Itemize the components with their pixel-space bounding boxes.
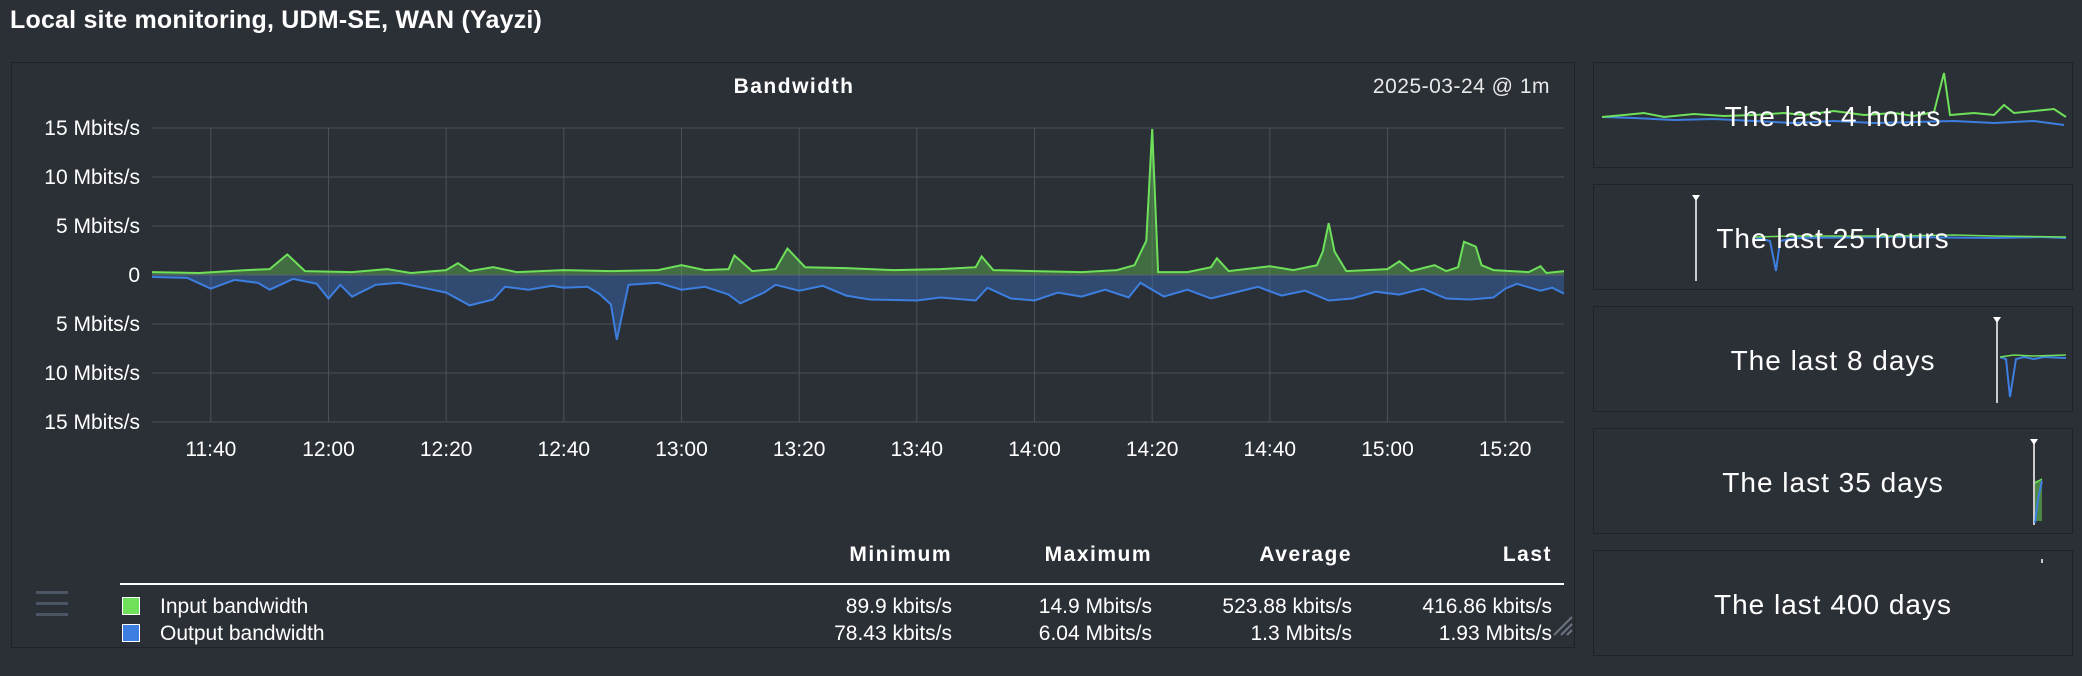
x-tick-label: 14:20 bbox=[1126, 438, 1179, 461]
legend-divider bbox=[120, 583, 1564, 585]
x-tick-label: 12:40 bbox=[538, 438, 591, 461]
x-tick-label: 13:40 bbox=[891, 438, 944, 461]
x-tick-label: 13:00 bbox=[655, 438, 708, 461]
thumbnail-label: The last 400 days bbox=[1713, 589, 1953, 620]
legend-header-average: Average bbox=[1259, 543, 1352, 566]
series-area-input bbox=[152, 129, 1564, 275]
page-title: Local site monitoring, UDM-SE, WAN (Yayz… bbox=[10, 6, 543, 34]
legend-series-name: Input bandwidth bbox=[160, 595, 309, 618]
chart-timestamp: 2025-03-24 @ 1m bbox=[1372, 75, 1550, 98]
series-area-output bbox=[152, 275, 1564, 340]
y-tick-label: 15 Mbits/s bbox=[44, 411, 140, 434]
thumbnail-sparkline bbox=[1993, 317, 2067, 403]
thumbnail-sparkline bbox=[2030, 439, 2043, 525]
x-tick-label: 11:40 bbox=[185, 438, 236, 461]
legend-cell-avg: 523.88 kbits/s bbox=[1222, 595, 1352, 618]
thumbnail-35-days[interactable]: The last 35 days bbox=[1593, 428, 2073, 534]
legend-header-maximum: Maximum bbox=[1044, 543, 1152, 566]
legend-cell-last: 1.93 Mbits/s bbox=[1438, 622, 1552, 645]
legend-header-last: Last bbox=[1502, 543, 1552, 566]
series-line-input bbox=[151, 128, 1565, 275]
output-color-swatch bbox=[122, 624, 140, 642]
x-tick-label: 14:00 bbox=[1008, 438, 1061, 461]
legend-series-name: Output bandwidth bbox=[160, 622, 325, 645]
legend-cell-last: 416.86 kbits/s bbox=[1422, 595, 1552, 618]
input-color-swatch bbox=[122, 597, 140, 615]
x-tick-label: 14:40 bbox=[1244, 438, 1297, 461]
y-tick-label: 0 bbox=[128, 264, 140, 287]
legend-header-minimum: Minimum bbox=[849, 543, 952, 566]
x-tick-label: 12:20 bbox=[420, 438, 473, 461]
x-tick-label: 13:20 bbox=[773, 438, 826, 461]
legend-cell-min: 89.9 kbits/s bbox=[845, 595, 952, 618]
thumbnail-sparkline bbox=[1692, 195, 2067, 281]
y-tick-label: 15 Mbits/s bbox=[44, 117, 140, 140]
legend-cell-min: 78.43 kbits/s bbox=[834, 622, 952, 645]
legend-cell-max: 6.04 Mbits/s bbox=[1038, 622, 1152, 645]
y-tick-label: 10 Mbits/s bbox=[44, 166, 140, 189]
resize-handle-icon[interactable] bbox=[1552, 615, 1574, 637]
thumbnail-sparkline bbox=[2041, 559, 2043, 563]
thumbnail-25-hours[interactable]: The last 25 hours bbox=[1593, 184, 2073, 290]
series-line-output bbox=[151, 276, 1565, 340]
chart-title: Bandwidth bbox=[733, 75, 855, 98]
bandwidth-chart: 15 Mbits/s 10 Mbits/s 5 Mbits/s 0 5 Mbits/s 1… bbox=[44, 117, 1565, 461]
thumbnail-4-hours[interactable]: The last 4 hours bbox=[1593, 62, 2073, 168]
legend-table: Minimum Maximum Average Last bbox=[12, 533, 1576, 649]
x-tick-label: 15:00 bbox=[1361, 438, 1414, 461]
thumbnail-400-days[interactable]: The last 400 days bbox=[1593, 550, 2073, 656]
y-tick-label: 10 Mbits/s bbox=[44, 362, 140, 385]
legend-row-input[interactable]: Input bandwidth 89.9 kbits/s 14.9 Mbits/… bbox=[12, 595, 1576, 621]
thumbnail-sparkline bbox=[1601, 72, 2067, 126]
y-tick-label: 5 Mbits/s bbox=[56, 215, 140, 238]
hamburger-menu-icon[interactable] bbox=[36, 591, 68, 619]
legend-row-output[interactable]: Output bandwidth 78.43 kbits/s 6.04 Mbit… bbox=[12, 622, 1576, 648]
y-tick-label: 5 Mbits/s bbox=[56, 313, 140, 336]
thumbnail-label: The last 8 days bbox=[1730, 345, 1936, 376]
thumbnail-8-days[interactable]: The last 8 days bbox=[1593, 306, 2073, 412]
x-tick-label: 12:00 bbox=[302, 438, 355, 461]
bandwidth-graph-panel: 15 Mbits/s 10 Mbits/s 5 Mbits/s 0 5 Mbits/s 1… bbox=[11, 62, 1575, 648]
x-tick-label: 15:20 bbox=[1479, 438, 1532, 461]
legend-cell-avg: 1.3 Mbits/s bbox=[1250, 622, 1352, 645]
thumbnail-label: The last 4 hours bbox=[1724, 101, 1942, 132]
legend-cell-max: 14.9 Mbits/s bbox=[1038, 595, 1152, 618]
thumbnail-label: The last 25 hours bbox=[1716, 223, 1950, 254]
thumbnail-label: The last 35 days bbox=[1722, 467, 1944, 498]
